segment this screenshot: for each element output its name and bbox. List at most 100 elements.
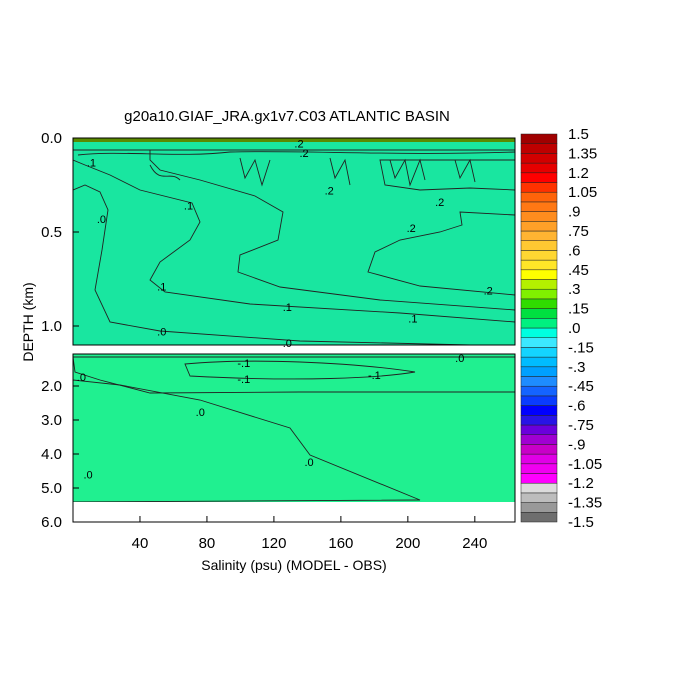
contour-label: .2: [435, 197, 444, 209]
contour-region-below-minus-0.1: [184, 360, 416, 380]
colorbar-bin: [520, 162, 558, 174]
colorbar-bin: [520, 153, 558, 164]
colorbar-label: .6: [568, 242, 581, 259]
colorbar-bin: [520, 318, 558, 329]
colorbar-bin: [520, 269, 558, 280]
contour-label: .1: [184, 201, 193, 213]
colorbar-bin: [520, 337, 558, 348]
colorbar-label: -.45: [568, 378, 594, 395]
contour-label: .0: [97, 214, 106, 226]
contour-region-0.15-0.2: [149, 149, 515, 311]
contour-label: .1: [408, 313, 417, 325]
contour-label: .2: [484, 285, 493, 297]
lower-panel-frame: [72, 353, 516, 523]
colorbar-bin: [520, 356, 558, 368]
colorbar-bin: [520, 288, 558, 300]
contour-region-above-0.2-lower: [367, 211, 515, 296]
contour-label: .0: [77, 372, 86, 384]
colorbar-label: 1.35: [568, 145, 597, 162]
colorbar-bin: [520, 221, 558, 232]
contour-label: .1: [157, 282, 166, 294]
colorbar-bin: [520, 512, 558, 523]
colorbar-bin: [520, 308, 558, 319]
colorbar-bin: [520, 259, 558, 271]
contour-label: .0: [196, 407, 205, 419]
y-tick-label: 4.0: [41, 446, 62, 463]
colorbar-label: 1.2: [568, 165, 589, 182]
colorbar-label: -1.05: [568, 456, 602, 473]
contour-region-above-0.2-upper: [379, 159, 515, 191]
contour-region-0.075-0.15: [73, 149, 515, 323]
y-axis-label: DEPTH (km): [20, 282, 36, 361]
colorbar-bin: [520, 453, 558, 465]
colorbar: 1.5 1.35 1.2 1.05 .9 .75 .6 .45 .3 .15 .0 -.15 -.3 -.…: [520, 126, 602, 531]
y-axis-ticks: 0.0 0.5 1.0 2.0 3.0 4.0 5.0 6.0: [41, 130, 79, 531]
y-tick-label: 3.0: [41, 412, 62, 429]
colorbar-bin: [520, 201, 558, 212]
colorbar-bin: [520, 250, 558, 261]
surface-contour-noise: [77, 151, 515, 187]
colorbar-label: .75: [568, 223, 589, 240]
colorbar-bin: [520, 424, 558, 435]
colorbar-bin: [520, 444, 558, 455]
lower-panel-fill: [73, 354, 515, 502]
colorbar-label: .9: [568, 204, 581, 221]
colorbar-bin: [520, 502, 558, 513]
contour-label: .0: [304, 457, 313, 469]
x-tick-label: 40: [132, 535, 149, 552]
contour-label: .1: [283, 302, 292, 314]
colorbar-label: 1.05: [568, 184, 597, 201]
contour-label: .0: [283, 338, 292, 350]
upper-panel-frame: [72, 137, 516, 346]
y-tick-label: 0.0: [41, 130, 62, 147]
contour-labels: .1.2.2.2.2.2.2.1.1.1.1.0.0.0-.1-.1 -.1.0.…: [77, 139, 493, 482]
upper-panel-fill: [73, 138, 515, 345]
contour-label: .2: [325, 186, 334, 198]
colorbar-label: -.75: [568, 417, 594, 434]
contour-region-below-0: [73, 356, 515, 394]
contour-label: -.1: [368, 370, 381, 382]
colorbar-label: -1.2: [568, 475, 594, 492]
colorbar-bin: [520, 492, 558, 503]
colorbar-label: -.15: [568, 339, 594, 356]
colorbar-bin: [520, 279, 558, 290]
colorbar-bin: [520, 211, 558, 222]
x-axis-label: Salinity (psu) (MODEL - OBS): [201, 557, 386, 573]
colorbar-bin: [520, 463, 558, 474]
contour-region-lower-0-0.075: [73, 379, 421, 502]
x-axis-ticks: 40 80 120 160 200 240: [132, 516, 487, 552]
colorbar-label: .45: [568, 262, 589, 279]
colorbar-bin: [520, 133, 558, 144]
contour-label: .2: [299, 148, 308, 160]
colorbar-bin: [520, 327, 558, 338]
colorbar-label: .0: [568, 320, 581, 337]
colorbar-label: -.6: [568, 398, 586, 415]
contour-label: .2: [294, 139, 303, 151]
contour-label: -.1: [237, 358, 250, 370]
colorbar-bin: [520, 143, 558, 154]
colorbar-bin: [520, 434, 558, 445]
chart-title: g20a10.GIAF_JRA.gx1v7.C03 ATLANTIC BASIN: [124, 108, 450, 125]
y-tick-label: 0.5: [41, 224, 62, 241]
colorbar-bin: [520, 240, 558, 251]
y-tick-label: 2.0: [41, 378, 62, 395]
colorbar-bin: [520, 182, 558, 193]
colorbar-bin: [520, 347, 558, 358]
colorbar-label: .15: [568, 301, 589, 318]
y-tick-label: 6.0: [41, 514, 62, 531]
x-tick-label: 240: [462, 535, 487, 552]
contour-label: .0: [83, 469, 92, 481]
colorbar-bin: [520, 376, 558, 387]
contour-label: -.1: [237, 374, 250, 386]
colorbar-label: -1.35: [568, 495, 602, 512]
colorbar-label: 1.5: [568, 126, 589, 143]
colorbar-bin: [520, 482, 558, 494]
y-tick-label: 5.0: [41, 480, 62, 497]
colorbar-bin: [520, 415, 558, 426]
colorbar-bin: [520, 366, 558, 377]
colorbar-bin: [520, 405, 558, 416]
colorbar-label: .3: [568, 281, 581, 298]
colorbar-bin: [520, 298, 558, 309]
contour-label: .1: [87, 157, 96, 169]
